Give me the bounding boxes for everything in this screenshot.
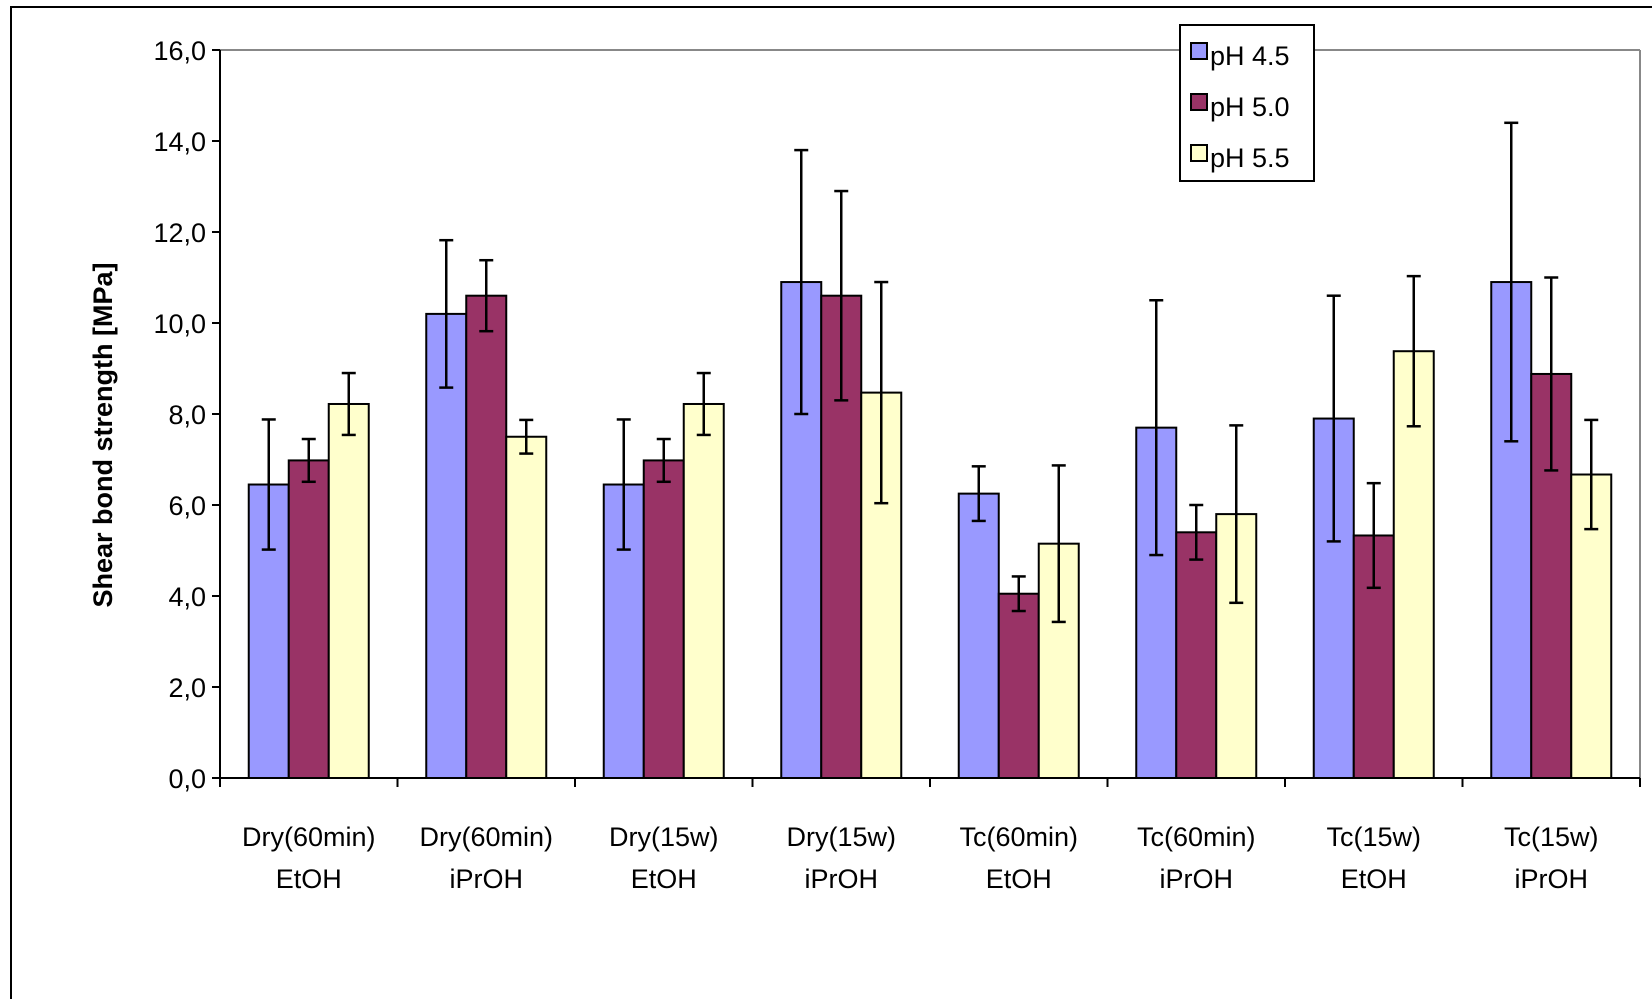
bar — [957, 492, 1000, 779]
legend-swatch — [1190, 144, 1208, 162]
x-tick-label: Tc(15w) iPrOH — [1504, 822, 1599, 894]
y-tick-label: 2,0 — [168, 673, 206, 703]
x-tick-label: Dry(15w) iPrOH — [786, 822, 896, 894]
y-tick-label: 14,0 — [153, 127, 206, 157]
bar — [1175, 531, 1218, 779]
legend: pH 4.5 pH 5.0 pH 5.5 — [1179, 24, 1315, 182]
y-tick-label: 12,0 — [153, 218, 206, 248]
x-tick-label: Tc(60min) iPrOH — [1137, 822, 1256, 894]
y-axis-title: Shear bond strength [MPa] — [88, 262, 118, 607]
x-tick-label: Tc(60min) EtOH — [959, 822, 1078, 894]
legend-label: pH 5.0 — [1210, 92, 1290, 122]
y-tick-label: 6,0 — [168, 491, 206, 521]
chart-frame — [10, 6, 1652, 999]
x-tick-label: Tc(15w) EtOH — [1326, 822, 1421, 894]
y-tick-label: 10,0 — [153, 309, 206, 339]
bar — [682, 402, 725, 779]
y-tick-label: 16,0 — [153, 36, 206, 66]
bar — [505, 435, 548, 779]
legend-swatch — [1190, 93, 1208, 111]
x-tick-label: Dry(60min) iPrOH — [419, 822, 553, 894]
x-tick-label: Dry(15w) EtOH — [609, 822, 719, 894]
bar — [327, 402, 370, 779]
legend-label: pH 5.5 — [1210, 143, 1290, 173]
legend-swatch — [1190, 42, 1208, 60]
plot-area — [247, 121, 1613, 779]
bar — [465, 294, 508, 779]
bar — [287, 459, 330, 779]
bar — [997, 592, 1040, 779]
x-tick-label: Dry(60min) EtOH — [242, 822, 376, 894]
y-tick-label: 4,0 — [168, 582, 206, 612]
bar — [425, 312, 468, 779]
axes: 0,0 2,0 4,0 6,0 8,0 10,0 12,0 14,0 16,0 Dry(60min… — [153, 36, 1641, 894]
y-tick-label: 0,0 — [168, 764, 206, 794]
bar — [642, 459, 685, 779]
legend-label: pH 4.5 — [1210, 41, 1290, 71]
y-tick-label: 8,0 — [168, 400, 206, 430]
